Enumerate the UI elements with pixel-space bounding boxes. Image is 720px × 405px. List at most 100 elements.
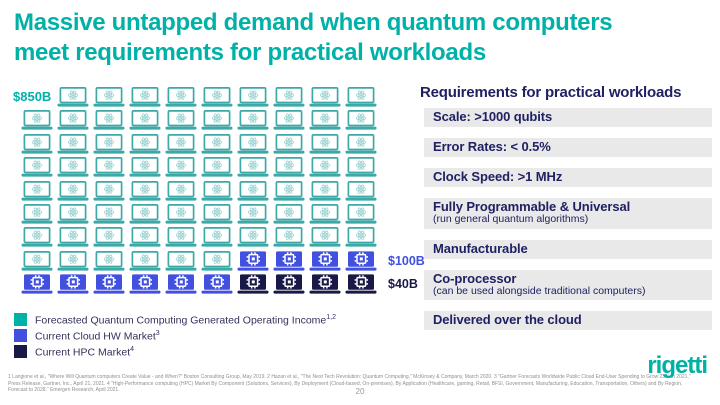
- laptop-atom-icon: [129, 180, 161, 201]
- laptop-atom-icon: [129, 157, 161, 177]
- laptop-chip-icon-navy: [237, 274, 269, 294]
- legend-item-hpc: Current HPC Market4: [14, 343, 336, 360]
- laptop-atom-icon: [165, 227, 197, 247]
- laptop-chip-icon-blue: [93, 274, 125, 294]
- laptop-atom-icon: [129, 133, 161, 154]
- requirement-item: Fully Programmable & Universal (run gener…: [424, 198, 712, 229]
- requirement-title: Error Rates: < 0.5%: [433, 139, 551, 154]
- laptop-atom-icon: [21, 227, 53, 247]
- laptop-atom-icon: [273, 180, 305, 201]
- laptop-atom-icon: [309, 110, 341, 130]
- laptop-atom-icon: [237, 110, 269, 130]
- laptop-atom-icon: [273, 157, 305, 177]
- requirement-item: Scale: >1000 qubits: [424, 108, 712, 127]
- chart-value-label: $850B: [13, 89, 52, 104]
- requirement-title: Delivered over the cloud: [433, 312, 582, 327]
- laptop-atom-icon: [345, 133, 377, 154]
- requirement-item: Delivered over the cloud: [424, 311, 712, 330]
- rigetti-logo: rigetti: [647, 352, 708, 379]
- laptop-atom-icon: [21, 157, 53, 177]
- laptop-atom-icon: [201, 204, 233, 224]
- requirement-title: Manufacturable: [433, 240, 528, 256]
- laptop-atom-icon: [165, 250, 197, 271]
- laptop-atom-icon: [165, 133, 197, 154]
- laptop-atom-icon: [309, 227, 341, 247]
- laptop-chip-icon-blue: [309, 251, 341, 271]
- requirement-title: Co-processor: [433, 270, 517, 286]
- laptop-chip-icon-navy: [273, 274, 305, 294]
- pictograph-chart: $850B $100B $40B: [13, 87, 425, 298]
- legend-label: Current Cloud HW Market3: [35, 327, 160, 344]
- laptop-atom-icon: [93, 180, 125, 201]
- laptop-atom-icon: [201, 250, 233, 271]
- requirement-title: Clock Speed: >1 MHz: [433, 169, 563, 184]
- requirement-subtitle: (can be used alongside traditional compu…: [433, 284, 646, 297]
- legend-swatch-blue: [14, 329, 27, 342]
- laptop-atom-icon: [21, 133, 53, 154]
- laptop-atom-icon: [201, 157, 233, 177]
- laptop-atom-icon: [21, 180, 53, 201]
- laptop-atom-icon: [93, 204, 125, 224]
- chart-row: [21, 204, 421, 224]
- laptop-atom-icon: [345, 157, 377, 177]
- requirement-title: Fully Programmable & Universal: [433, 199, 631, 214]
- chart-row: [21, 133, 421, 154]
- chart-value-label: $100B: [388, 253, 425, 268]
- legend-text: Forecasted Quantum Computing Generated O…: [35, 314, 327, 327]
- laptop-atom-icon: [201, 180, 233, 201]
- laptop-atom-icon: [237, 157, 269, 177]
- laptop-atom-icon: [93, 250, 125, 271]
- laptop-atom-icon: [309, 180, 341, 201]
- laptop-atom-icon: [309, 204, 341, 224]
- laptop-atom-icon: [93, 227, 125, 247]
- laptop-atom-icon: [273, 110, 305, 130]
- laptop-atom-icon: [237, 87, 269, 107]
- chart-row: [21, 157, 421, 177]
- requirement-item: Manufacturable: [424, 239, 712, 259]
- laptop-atom-icon: [309, 133, 341, 154]
- laptop-chip-icon-blue: [201, 274, 233, 294]
- laptop-atom-icon: [21, 204, 53, 224]
- laptop-atom-icon: [57, 110, 89, 130]
- requirements-header: Requirements for practical workloads: [420, 84, 682, 101]
- laptop-atom-icon: [129, 250, 161, 271]
- laptop-atom-icon: [57, 227, 89, 247]
- laptop-atom-icon: [57, 87, 89, 107]
- laptop-atom-icon: [129, 204, 161, 224]
- laptop-atom-icon: [273, 87, 305, 107]
- requirement-title: Scale: >1000 qubits: [433, 109, 553, 124]
- chart-row: [21, 227, 421, 247]
- laptop-atom-icon: [93, 87, 125, 107]
- page-number: 20: [355, 387, 365, 396]
- legend-footnote-ref: 1,2: [326, 314, 336, 322]
- legend-footnote-ref: 4: [130, 346, 135, 354]
- legend-label: Current HPC Market4: [35, 343, 134, 360]
- laptop-atom-icon: [273, 204, 305, 224]
- footnote: 1 Langione et al., "Where Will Quantum c…: [8, 374, 691, 394]
- laptop-chip-icon-navy: [345, 274, 377, 294]
- legend-swatch-teal: [14, 313, 27, 326]
- laptop-atom-icon: [273, 133, 305, 154]
- requirement-item: Clock Speed: >1 MHz: [424, 168, 712, 187]
- laptop-atom-icon: [201, 133, 233, 154]
- laptop-atom-icon: [345, 180, 377, 201]
- laptop-atom-icon: [237, 180, 269, 201]
- laptop-chip-icon-navy: [309, 274, 341, 294]
- laptop-atom-icon: [93, 157, 125, 177]
- laptop-atom-icon: [57, 157, 89, 177]
- laptop-chip-icon-blue: [21, 274, 53, 294]
- laptop-atom-icon: [93, 133, 125, 154]
- chart-row: [21, 180, 421, 201]
- requirements-list: Scale: >1000 qubits Error Rates: < 0.5% Cl…: [420, 108, 712, 330]
- laptop-chip-icon-blue: [237, 251, 269, 271]
- laptop-atom-icon: [129, 87, 161, 107]
- laptop-atom-icon: [201, 110, 233, 130]
- laptop-atom-icon: [165, 180, 197, 201]
- laptop-atom-icon: [201, 227, 233, 247]
- chart-value-label: $40B: [388, 277, 418, 292]
- laptop-atom-icon: [129, 227, 161, 247]
- requirement-subtitle: (run general quantum algorithms): [433, 213, 589, 225]
- laptop-atom-icon: [273, 227, 305, 247]
- laptop-chip-icon-blue: [165, 274, 197, 294]
